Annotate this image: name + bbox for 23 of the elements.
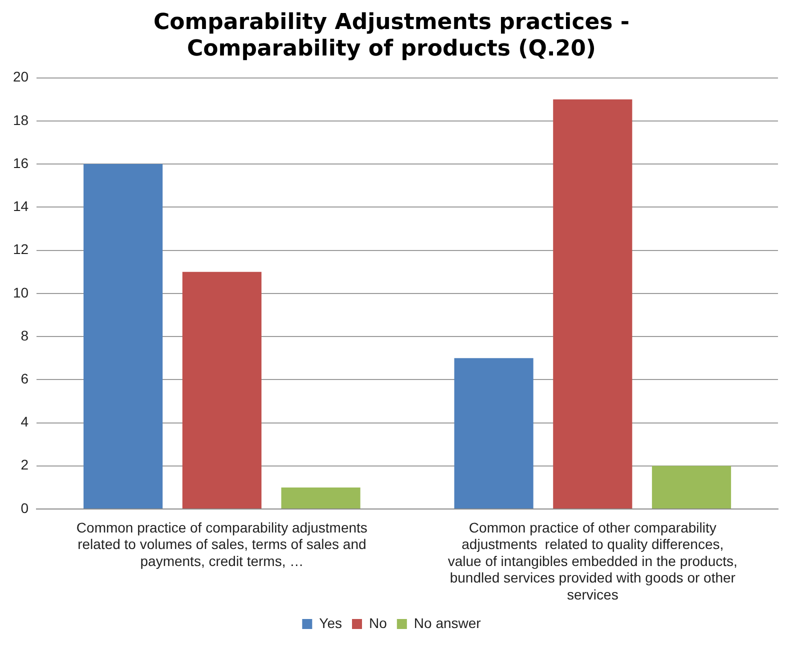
bar <box>553 99 632 508</box>
bar <box>454 358 534 508</box>
y-tick-label: 2 <box>20 456 29 473</box>
bar <box>652 466 732 508</box>
x-tick-label: Common practice of other comparability adjustments related to quality differences, value of intangibles embedded in the products, bundled services provided with goods or other services <box>448 519 738 602</box>
legend-label: No <box>369 614 388 631</box>
y-tick-label: 12 <box>12 241 29 258</box>
y-tick-label: 4 <box>20 414 29 430</box>
legend-label: Yes <box>319 614 342 631</box>
y-tick-label: 8 <box>20 327 29 344</box>
legend-label: No answer <box>414 614 482 631</box>
bar <box>281 487 360 508</box>
y-tick-label: 14 <box>12 198 29 214</box>
bar <box>182 272 262 508</box>
y-tick-label: 6 <box>20 370 29 386</box>
y-tick-label: 0 <box>20 500 29 516</box>
y-tick-label: 18 <box>12 112 29 128</box>
y-tick-label: 10 <box>12 284 29 300</box>
bar <box>84 164 163 508</box>
y-tick-label: 16 <box>12 154 29 171</box>
chart-title: Comparability Adjustments practices - Comparability of products (Q.20) <box>153 10 630 62</box>
x-tick-label: Common practice of comparability adjustments related to volumes of sales, terms of sales and payments, credit terms, … <box>76 519 368 569</box>
y-tick-label: 20 <box>12 68 29 85</box>
